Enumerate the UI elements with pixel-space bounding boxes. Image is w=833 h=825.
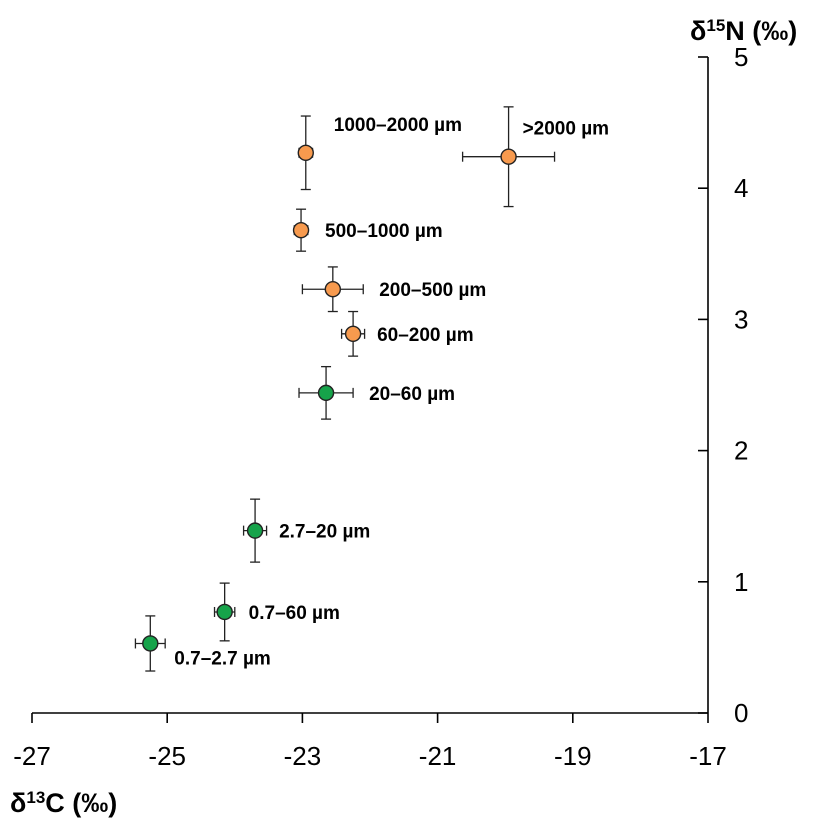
y-tick-label: 4	[734, 173, 748, 203]
data-point	[246, 522, 264, 539]
y-axis-title: δ15N (‰)	[690, 16, 797, 46]
data-point	[292, 221, 310, 239]
point-label: 20–60 µm	[369, 384, 455, 405]
data-point	[344, 325, 362, 343]
point-label: 60–200 µm	[377, 325, 474, 346]
y-tick-label: 5	[734, 42, 748, 72]
axes: -27 -25 -23 -21 -19 -170 1 2 3 4 5	[13, 42, 748, 771]
point-label: 200–500 µm	[379, 280, 486, 301]
data-point	[142, 635, 159, 652]
y-tick-label: 1	[734, 567, 748, 597]
data-point	[297, 144, 314, 161]
x-tick-label: -27	[13, 741, 51, 771]
data-point	[500, 148, 517, 165]
point-labels: 1000–2000 µm >2000 µm 500–1000 µm 200–500 µ…	[174, 115, 609, 670]
x-tick-label: -25	[148, 741, 186, 771]
point-label: 500–1000 µm	[325, 221, 443, 242]
data-point	[317, 384, 335, 402]
x-tick-label: -17	[689, 741, 727, 771]
data-point	[324, 281, 342, 298]
point-label: 0.7–2.7 µm	[174, 648, 271, 669]
data-point	[216, 603, 233, 621]
point-label: 2.7–20 µm	[279, 522, 370, 543]
error-bars	[134, 106, 556, 672]
x-tick-label: -21	[419, 741, 457, 771]
y-tick-label: 0	[734, 698, 748, 728]
point-label: >2000 µm	[523, 119, 609, 140]
y-tick-label: 3	[734, 304, 748, 334]
data-points	[142, 144, 517, 652]
point-label: 0.7–60 µm	[249, 603, 340, 624]
x-tick-label: -23	[284, 741, 322, 771]
x-axis-title: δ13C (‰)	[10, 788, 117, 818]
x-tick-label: -19	[554, 741, 592, 771]
point-label: 1000–2000 µm	[334, 115, 462, 136]
y-tick-label: 2	[734, 436, 748, 466]
